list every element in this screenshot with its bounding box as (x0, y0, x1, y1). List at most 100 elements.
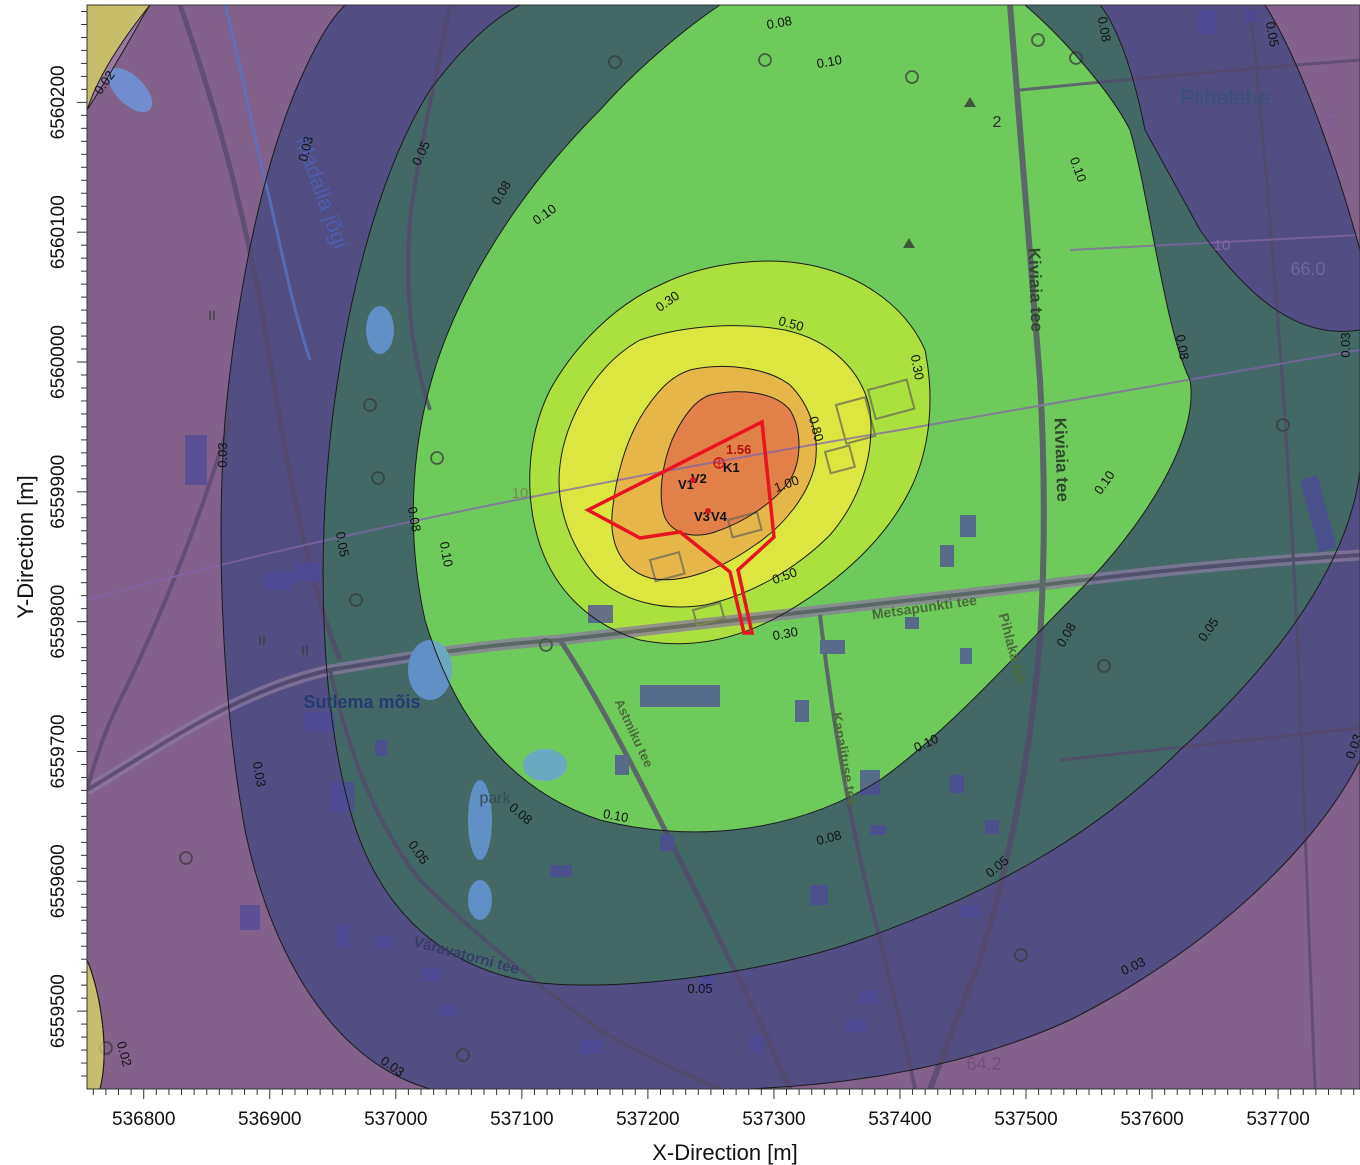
map-text-label: II (301, 642, 309, 658)
contour-band-100 (661, 391, 799, 536)
contour-line-008 (322, 5, 1360, 986)
y-tick-label: 6559500 (48, 974, 69, 1048)
road-diagonal-east (1248, 5, 1317, 1089)
source-label-v1: V1 (678, 477, 694, 492)
contour-value-label: 0.02 (114, 1040, 135, 1068)
source-label-k1: K1 (723, 460, 740, 475)
road-southwest-2 (328, 669, 721, 1089)
x-tick-label: 536900 (238, 1109, 301, 1130)
contour-line-100 (660, 391, 800, 536)
contour-value-label: 0.10 (602, 806, 630, 825)
road-west (177, 5, 343, 661)
map-text-label: Sutlema mõis (303, 692, 420, 712)
contour-value-label: 0.08 (765, 13, 793, 32)
contour-lines (87, 5, 1360, 1089)
contour-value-label: 0.08 (405, 505, 424, 533)
road-south-1 (557, 638, 793, 1089)
map-text-label: II (208, 307, 216, 323)
contour-line-010 (412, 5, 1192, 833)
map-text-label: park (479, 790, 511, 807)
pond-3 (408, 640, 452, 700)
contour-value-label: 0.50 (777, 313, 805, 334)
map-text-label: 64.2 (966, 1054, 1001, 1074)
map-text-label: 10 (512, 485, 529, 502)
contour-value-label: 0.03 (295, 135, 316, 163)
river (223, 5, 312, 361)
x-tick-label: 537200 (616, 1109, 679, 1130)
y-tick-label: 6559600 (48, 844, 69, 918)
map-text-label: 10 (1214, 237, 1231, 254)
road-northwest (406, 5, 452, 411)
map-text-label: 2 (993, 114, 1002, 131)
map-text-label: 66.0 (1290, 259, 1325, 279)
power-line-north (1069, 234, 1360, 251)
contour-value-label: 0.80 (806, 415, 827, 443)
contour-value-label: 0.10 (437, 540, 456, 568)
x-tick-label: 537500 (994, 1109, 1057, 1130)
map-text-label: Kiviaia tee (1025, 247, 1047, 332)
x-tick-label: 537300 (742, 1109, 805, 1130)
map-text-label: II (258, 632, 266, 648)
road-south-2 (818, 614, 917, 1089)
map-text-label: 10 (1318, 107, 1340, 129)
power-line (87, 349, 1360, 601)
pond-4 (468, 780, 492, 860)
property-boundary (584, 419, 776, 635)
y-tick-label: 6560100 (48, 195, 69, 269)
x-tick-label: 536800 (112, 1109, 175, 1130)
x-axis-title: X-Direction [m] (652, 1140, 797, 1165)
y-tick-label: 6559900 (48, 455, 69, 529)
contour-line-050 (558, 325, 872, 608)
road-far-east (1059, 726, 1360, 762)
x-tick-label: 537100 (490, 1109, 553, 1130)
buildings (185, 10, 1337, 1054)
contour-value-label: 0.30 (771, 624, 799, 643)
x-axis: 536800 536900 537000 537100 537200 537300 5374… (92, 1089, 1355, 1130)
map-text-label: Piibelehe (1180, 85, 1271, 110)
y-tick-label: 6560200 (48, 65, 69, 139)
max-value-label: 1.56 (726, 442, 751, 457)
pond-2 (366, 306, 394, 354)
contour-value-label: 0.10 (815, 52, 843, 71)
y-axis-title: Y-Direction [m] (13, 475, 38, 618)
contour-line-005 (220, 5, 1360, 1089)
y-axis: 6559500 6559600 6559700 6559800 6559900 65600… (48, 10, 87, 1077)
contour-bands (87, 5, 1360, 1089)
source-label-v4: V4 (711, 509, 728, 524)
pond-6 (523, 749, 567, 781)
contour-value-label: 0.08 (815, 827, 843, 848)
road-sw (87, 419, 232, 791)
contour-value-label: 0.05 (1263, 20, 1282, 48)
contour-value-label: 0.05 (687, 981, 712, 996)
contour-value-label: 0.03 (215, 442, 230, 467)
x-tick-label: 537000 (364, 1109, 427, 1130)
contour-value-label: 0.05 (333, 530, 352, 558)
map-symbols (99, 33, 1290, 1062)
y-tick-label: 6560000 (48, 325, 69, 399)
contour-value-label: 0.03 (250, 760, 269, 788)
emission-sources: 1.56 K1 V1 V2 V3 V4 (678, 442, 751, 524)
contour-line-003 (87, 5, 151, 1089)
road-main-core (87, 553, 1360, 792)
contour-value-label: 0.08 (1095, 15, 1114, 43)
contour-value-label: 0.03 (1338, 332, 1353, 357)
trig-points (903, 97, 976, 248)
x-tick-label: 537600 (1120, 1109, 1183, 1130)
x-tick-label: 537700 (1246, 1109, 1309, 1130)
farm-outlines (648, 378, 916, 627)
pond-1 (107, 67, 153, 113)
map-text-label: Kiviaia tee (1051, 417, 1073, 502)
pond-5 (468, 880, 492, 920)
map-features (87, 5, 1360, 1089)
contour-value-label: 0.08 (1173, 333, 1192, 361)
contour-line-030 (529, 260, 931, 645)
road-kiviaia (927, 5, 1047, 1089)
y-tick-label: 6559700 (48, 714, 69, 788)
contour-value-label: 0.30 (908, 353, 927, 381)
x-tick-label: 537400 (868, 1109, 931, 1130)
y-tick-label: 6559800 (48, 585, 69, 659)
contour-line-080 (611, 366, 817, 581)
road-east (1019, 58, 1360, 92)
